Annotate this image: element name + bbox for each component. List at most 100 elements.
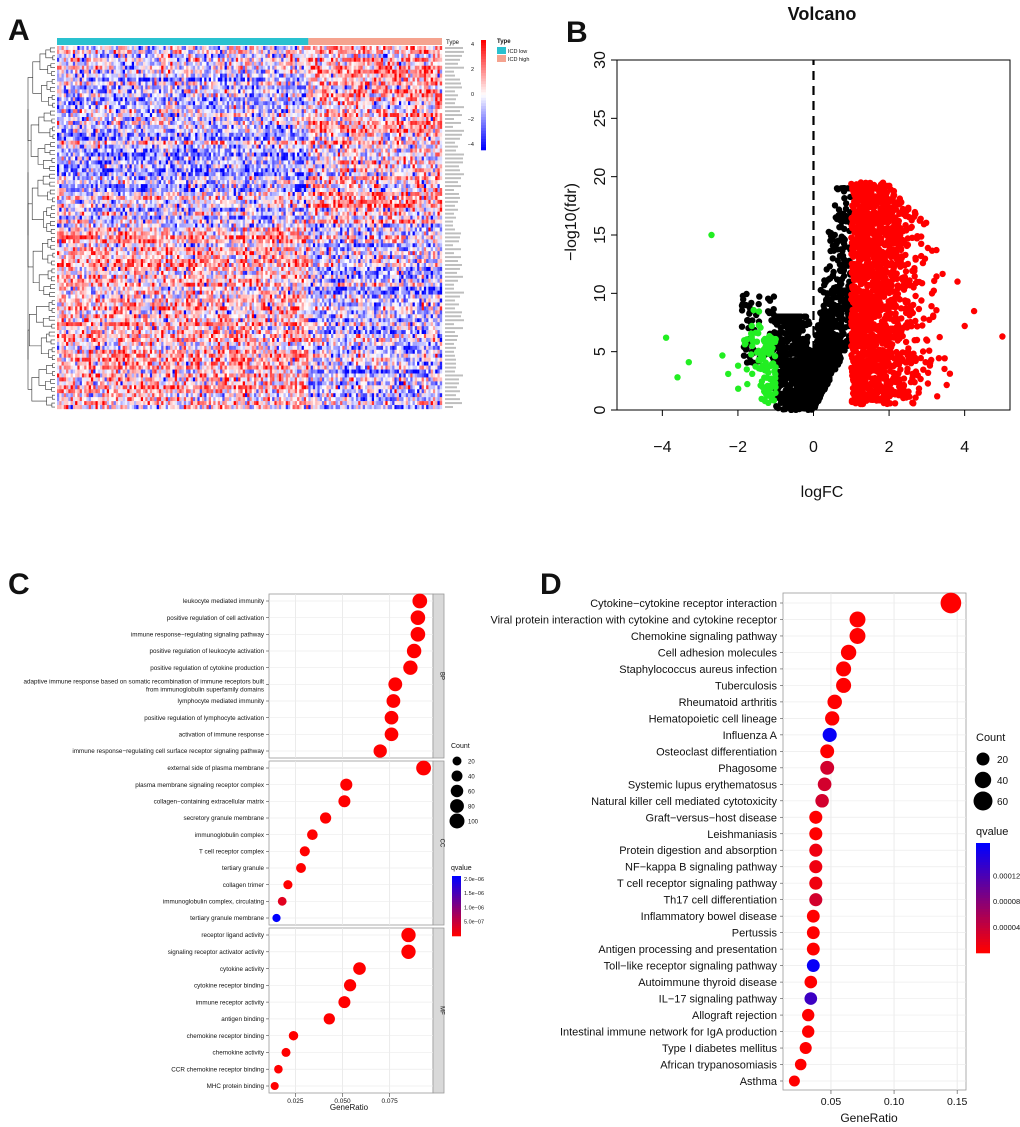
heatmap-cell [75, 128, 78, 133]
heatmap-cell [86, 46, 89, 51]
heatmap-cell [383, 101, 386, 106]
heatmap-cell [161, 57, 164, 62]
heatmap-cell [392, 105, 395, 110]
heatmap-cell [201, 124, 205, 130]
heatmap-cell [134, 53, 137, 58]
heatmap-cell [192, 136, 196, 141]
heatmap-cell [396, 128, 400, 133]
heatmap-cell [432, 148, 436, 153]
heatmap-cell [374, 46, 377, 51]
heatmap-cell [174, 148, 178, 153]
heatmap-cell [258, 148, 261, 153]
heatmap-cell [376, 77, 379, 82]
heatmap-cell [267, 73, 271, 78]
heatmap-cell [405, 93, 409, 98]
heatmap-cell [398, 105, 402, 110]
heatmap-cell [127, 93, 130, 98]
heatmap-cell [401, 117, 404, 122]
heatmap-cell [138, 89, 141, 94]
heatmap-cell [238, 93, 241, 98]
heatmap-cell [204, 156, 207, 161]
heatmap-cell [401, 89, 404, 94]
heatmap-cell [106, 128, 110, 133]
heatmap-cell [57, 97, 60, 102]
heatmap-cell [439, 49, 443, 55]
heatmap-cell [188, 65, 191, 70]
heatmap-cell [328, 132, 332, 137]
heatmap-cell [312, 85, 316, 90]
heatmap-cell [111, 148, 114, 153]
heatmap-cell [321, 46, 325, 51]
heatmap-cell [102, 53, 105, 58]
heatmap-cell [419, 136, 422, 141]
heatmap-cell [401, 105, 404, 110]
heatmap-cell [294, 53, 298, 58]
heatmap-cell [272, 69, 275, 74]
heatmap-cell [272, 124, 275, 130]
dendrogram-branch [52, 197, 55, 203]
heatmap-cell [392, 120, 395, 126]
heatmap-cell [145, 85, 148, 90]
heatmap-cell [324, 128, 327, 133]
heatmap-cell [72, 65, 76, 70]
heatmap-cell [57, 89, 60, 94]
heatmap-cell [208, 81, 212, 86]
heatmap-cell [70, 128, 73, 133]
heatmap-cell [432, 109, 436, 114]
heatmap-cell [290, 73, 293, 78]
heatmap-cell [337, 73, 341, 78]
heatmap-cell [439, 101, 443, 106]
heatmap-cell [342, 101, 345, 106]
heatmap-cell [437, 97, 440, 102]
heatmap-cell [353, 77, 357, 82]
heatmap-cell [131, 109, 135, 114]
heatmap-cell [115, 109, 119, 114]
heatmap-cell [414, 97, 418, 102]
heatmap-cell [201, 89, 205, 94]
heatmap-cell [143, 73, 146, 78]
heatmap-cell [106, 117, 110, 122]
heatmap-cell [430, 117, 434, 122]
heatmap-cell [376, 117, 379, 122]
heatmap-cell [428, 97, 431, 102]
heatmap-cell [97, 81, 101, 86]
heatmap-cell [281, 109, 284, 114]
heatmap-cell [167, 85, 171, 90]
heatmap-cell [398, 57, 402, 62]
heatmap-cell [312, 109, 316, 114]
heatmap-cell [326, 144, 329, 149]
heatmap-cell [408, 53, 411, 58]
heatmap-cell [294, 113, 298, 118]
heatmap-cell [124, 77, 128, 82]
heatmap-cell [256, 144, 259, 149]
heatmap-cell [213, 61, 216, 66]
heatmap-cell [215, 152, 218, 157]
heatmap-cell [220, 73, 223, 78]
heatmap-cell [292, 46, 295, 51]
heatmap-cell [306, 89, 309, 94]
heatmap-cell [233, 132, 237, 137]
heatmap-cell [231, 69, 234, 74]
dendrogram-branch [37, 148, 45, 165]
heatmap-cell [258, 109, 261, 114]
heatmap-cell [233, 61, 237, 66]
heatmap-cell [206, 73, 209, 78]
heatmap-cell [183, 89, 187, 94]
heatmap-cell [113, 156, 117, 161]
heatmap-cell [272, 93, 275, 98]
heatmap-cell [88, 69, 92, 74]
heatmap-cell [281, 69, 284, 74]
heatmap-cell [179, 61, 182, 66]
heatmap-cell [220, 113, 223, 118]
heatmap-cell [328, 124, 332, 130]
heatmap-cell [254, 53, 257, 58]
heatmap-cell [122, 144, 126, 149]
heatmap-cell [75, 93, 78, 98]
heatmap-cell [401, 128, 404, 133]
heatmap-cell [75, 140, 78, 145]
heatmap-cell [215, 101, 218, 106]
heatmap-cell [235, 61, 239, 66]
heatmap-cell [272, 105, 275, 110]
heatmap-cell [201, 156, 205, 161]
heatmap-cell [297, 89, 300, 94]
